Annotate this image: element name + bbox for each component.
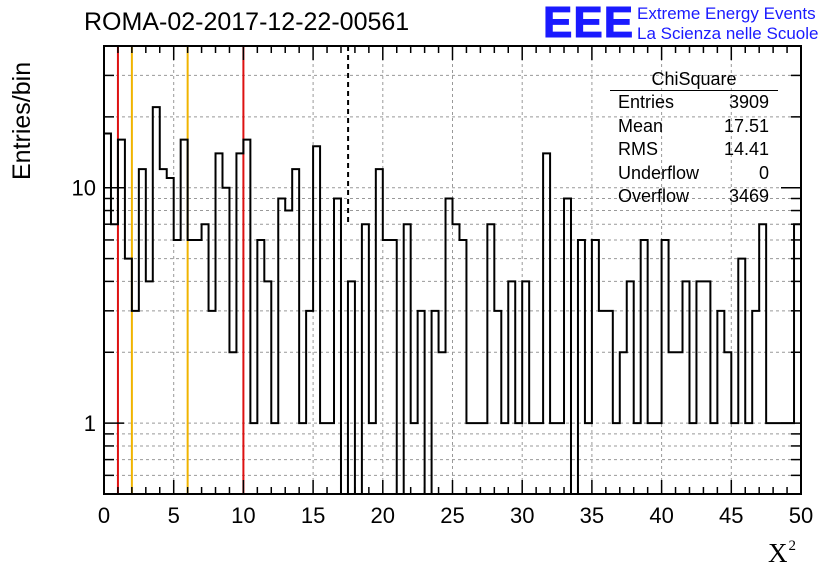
y-tick-label: 10 (72, 176, 96, 201)
stats-label: RMS (618, 139, 658, 159)
x-axis-label: X2 (768, 538, 796, 569)
stats-box: ChiSquare Entries 3909 Mean 17.51 RMS 14… (610, 68, 778, 209)
stats-row-entries: Entries 3909 (610, 91, 778, 115)
histogram-step-line (104, 106, 801, 494)
stats-value: 0 (758, 162, 769, 183)
stats-value: 3909 (728, 92, 769, 112)
eee-logo-mark: EEE (542, 0, 635, 47)
stats-label: Underflow (618, 162, 700, 183)
x-tick-label: 25 (440, 503, 464, 528)
chart-title: ROMA-02-2017-12-22-00561 (84, 8, 410, 36)
x-tick-label: 50 (789, 503, 813, 528)
x-tick-label: 0 (98, 503, 110, 528)
y-axis-label: Entries/bin (8, 61, 36, 180)
y-tick-label: 1 (84, 411, 96, 436)
stats-label: Mean (618, 115, 664, 136)
stats-row-rms: RMS 14.41 (610, 138, 778, 162)
x-tick-label: 40 (649, 503, 673, 528)
stats-value: 14.41 (723, 139, 769, 159)
stats-label: Entries (618, 92, 675, 112)
x-axis-label-base: X (768, 538, 788, 568)
stats-label: Overflow (618, 186, 690, 206)
axis-tick-labels: 0 5 10 15 20 25 30 35 40 45 50 1 10 (72, 176, 814, 528)
x-tick-label: 5 (168, 503, 180, 528)
x-tick-label: 10 (231, 503, 255, 528)
stats-value: 3469 (728, 186, 769, 206)
stats-title: ChiSquare (610, 68, 778, 91)
stats-row-underflow: Underflow 0 (610, 162, 778, 186)
x-tick-label: 30 (510, 503, 534, 528)
logo-line-2: La Scienza nelle Scuole (637, 24, 819, 43)
stats-row-overflow: Overflow 3469 (610, 185, 778, 209)
x-tick-label: 45 (719, 503, 743, 528)
logo-line-1: Extreme Energy Events (637, 4, 816, 23)
stats-value: 17.51 (723, 115, 769, 136)
x-tick-label: 35 (580, 503, 604, 528)
axis-ticks (103, 46, 802, 494)
stats-row-mean: Mean 17.51 (610, 115, 778, 139)
x-tick-label: 20 (371, 503, 395, 528)
x-axis-label-superscript: 2 (788, 538, 797, 554)
x-tick-label: 15 (301, 503, 325, 528)
